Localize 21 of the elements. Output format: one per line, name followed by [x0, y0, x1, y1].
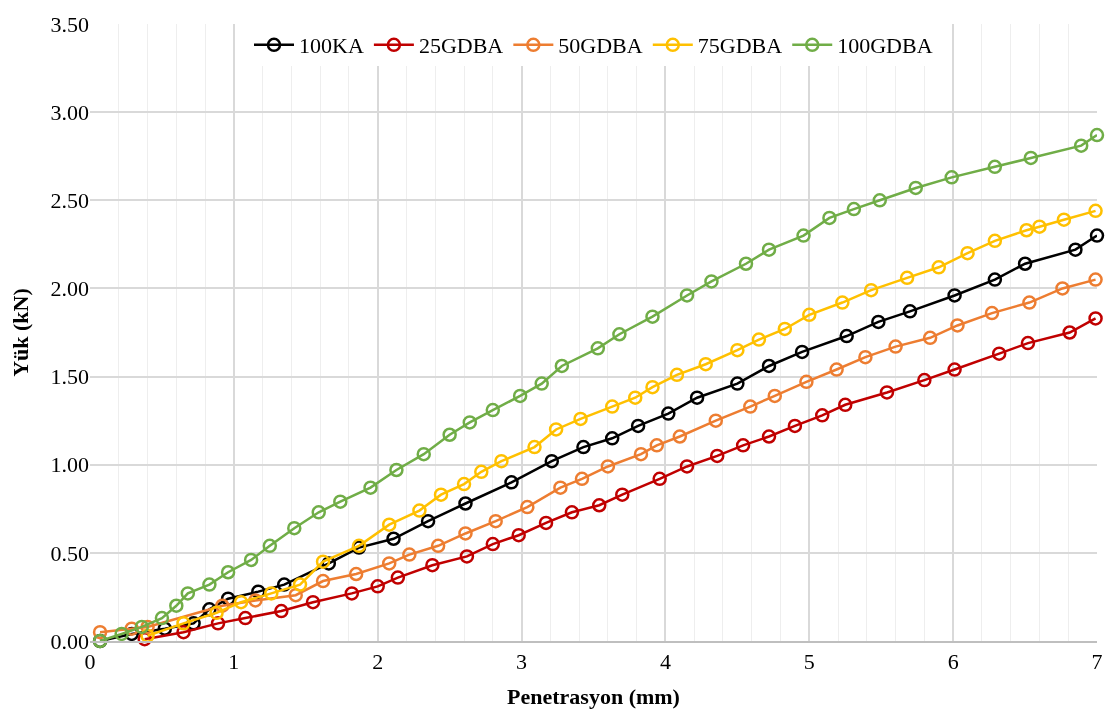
y-tick-label: 1.00: [50, 452, 89, 478]
legend-label: 50GDBA: [558, 33, 643, 59]
x-tick-label: 1: [228, 649, 240, 675]
x-tick-label: 7: [1091, 649, 1103, 675]
x-tick-label: 3: [516, 649, 528, 675]
legend-label: 25GDBA: [418, 33, 504, 59]
legend-label: 75GDBA: [697, 33, 783, 59]
x-tick-label: 4: [659, 649, 671, 675]
y-tick-label: 3.00: [50, 99, 89, 125]
y-tick-label: 2.50: [50, 187, 89, 213]
legend-label: 100GDBA: [837, 33, 933, 59]
y-tick-label: 1.50: [50, 364, 89, 390]
y-tick-label: 2.00: [50, 276, 89, 302]
x-tick-label: 5: [803, 649, 815, 675]
x-tick-label: 6: [947, 649, 959, 675]
x-axis-title: Penetrasyon (mm): [507, 683, 680, 709]
y-axis-title: Yük (kN): [8, 288, 34, 377]
y-tick-label: 3.50: [50, 11, 89, 37]
y-tick-label: 0.50: [50, 540, 89, 566]
legend-label: 100KA: [299, 33, 364, 59]
x-tick-label: 2: [372, 649, 384, 675]
